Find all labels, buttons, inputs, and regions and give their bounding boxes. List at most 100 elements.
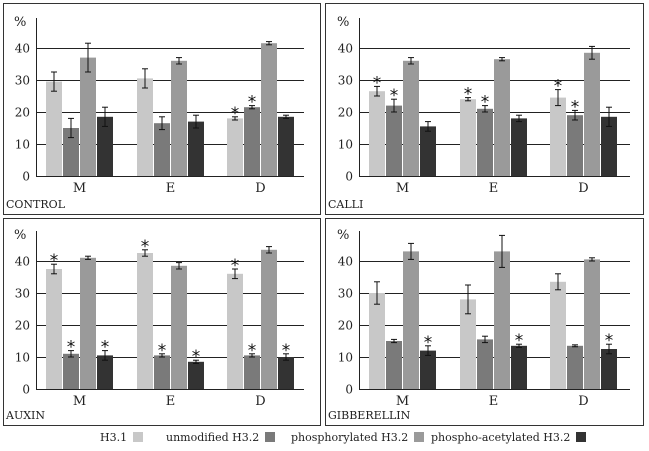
bar-auxin-d-unmodified-h3-2 — [244, 355, 260, 389]
y-axis-label: % — [14, 228, 26, 243]
x-tick-label: D — [578, 181, 588, 196]
bar-control-d-h3-1 — [227, 118, 243, 176]
legend-label-unmodified-h3-2: unmodified H3.2 — [166, 430, 260, 444]
significance-asterisk: * — [571, 97, 580, 117]
bar-gibberellin-d-phospho-acetylated-h3-2 — [601, 349, 617, 389]
significance-asterisk: * — [373, 73, 382, 93]
y-tick-label: 40 — [15, 42, 30, 56]
bar-calli-d-phospho-acetylated-h3-2 — [601, 116, 617, 176]
significance-asterisk: * — [554, 77, 563, 97]
significance-asterisk: * — [248, 93, 257, 113]
bar-auxin-d-h3-1 — [227, 273, 243, 389]
bar-calli-e-phosphorylated-h3-2 — [494, 59, 510, 177]
bar-gibberellin-m-h3-1 — [369, 293, 385, 389]
x-tick-label: E — [489, 394, 499, 409]
significance-asterisk: * — [101, 338, 110, 358]
y-tick-label: 20 — [15, 106, 30, 120]
legend-swatch-h3-1 — [133, 432, 144, 442]
bar-calli-e-phospho-acetylated-h3-2 — [511, 118, 527, 176]
bar-auxin-d-phospho-acetylated-h3-2 — [278, 357, 294, 389]
y-tick-label: 20 — [15, 319, 30, 333]
legend-label-phospho-acetylated-h3-2: phospho-acetylated H3.2 — [431, 430, 571, 444]
y-tick-label: 30 — [338, 74, 353, 88]
significance-asterisk: * — [464, 85, 473, 105]
significance-asterisk: * — [67, 338, 76, 358]
bar-control-m-h3-1 — [46, 81, 62, 176]
legend: H3.1 unmodified H3.2 phosphorylated H3.2… — [0, 426, 649, 448]
y-tick-label: 30 — [15, 287, 30, 301]
significance-asterisk: * — [50, 251, 59, 271]
panel-label: AUXIN — [5, 409, 45, 422]
panel-auxin: 0 10 20 30 40% * * * M * * * E * * * D AUXIN — [3, 218, 321, 426]
legend-swatch-unmodified-h3-2 — [265, 432, 276, 442]
panel-calli: 0 10 20 30 40% * * M * * E * * D CALLI — [325, 3, 644, 215]
bar-control-m-phospho-acetylated-h3-2 — [97, 116, 113, 176]
bar-auxin-m-unmodified-h3-2 — [63, 353, 79, 389]
significance-asterisk: * — [515, 331, 524, 351]
bar-calli-e-unmodified-h3-2 — [477, 108, 493, 176]
legend-label-h3-1: H3.1 — [100, 430, 128, 444]
bar-auxin-d-phosphorylated-h3-2 — [261, 249, 277, 389]
bar-calli-m-phospho-acetylated-h3-2 — [420, 126, 436, 176]
y-tick-label: 10 — [338, 138, 353, 152]
bar-control-m-unmodified-h3-2 — [63, 128, 79, 176]
bar-gibberellin-e-phospho-acetylated-h3-2 — [511, 345, 527, 389]
x-tick-label: E — [166, 394, 176, 409]
bar-auxin-e-phosphorylated-h3-2 — [171, 265, 187, 389]
legend-item-phospho-acetylated-h3-2: phospho-acetylated H3.2 — [431, 430, 587, 444]
legend-swatch-phosphorylated-h3-2 — [414, 432, 425, 442]
x-tick-label: M — [396, 394, 409, 409]
x-tick-label: D — [255, 181, 265, 196]
bar-auxin-m-h3-1 — [46, 269, 62, 389]
bar-control-d-unmodified-h3-2 — [244, 107, 260, 176]
y-tick-label: 40 — [338, 42, 353, 56]
x-tick-label: E — [166, 181, 176, 196]
bar-gibberellin-d-h3-1 — [550, 281, 566, 389]
bar-gibberellin-m-phosphorylated-h3-2 — [403, 251, 419, 389]
x-tick-label: M — [396, 181, 409, 196]
y-axis-label: % — [337, 15, 349, 30]
y-tick-label: 10 — [338, 351, 353, 365]
significance-asterisk: * — [481, 93, 490, 113]
bar-calli-d-phosphorylated-h3-2 — [584, 52, 600, 176]
y-tick-label: 40 — [338, 255, 353, 269]
panel-label: CONTROL — [6, 198, 66, 211]
bar-gibberellin-m-phospho-acetylated-h3-2 — [420, 350, 436, 389]
bar-control-e-h3-1 — [137, 78, 153, 176]
bar-gibberellin-m-unmodified-h3-2 — [386, 341, 402, 389]
panel-frame — [3, 218, 321, 426]
bar-calli-m-unmodified-h3-2 — [386, 105, 402, 176]
bar-auxin-e-phospho-acetylated-h3-2 — [188, 361, 204, 389]
bar-control-e-phosphorylated-h3-2 — [171, 60, 187, 176]
significance-asterisk: * — [605, 331, 614, 351]
y-tick-label: 0 — [345, 170, 353, 184]
bar-gibberellin-d-unmodified-h3-2 — [567, 345, 583, 389]
bar-calli-m-h3-1 — [369, 91, 385, 176]
bar-calli-d-h3-1 — [550, 97, 566, 176]
y-axis-label: % — [337, 228, 349, 243]
x-tick-label: D — [255, 394, 265, 409]
x-tick-label: E — [489, 181, 499, 196]
bar-gibberellin-e-h3-1 — [460, 299, 476, 389]
bar-calli-d-unmodified-h3-2 — [567, 115, 583, 176]
y-tick-label: 10 — [15, 138, 30, 152]
bar-calli-e-h3-1 — [460, 99, 476, 176]
bar-gibberellin-d-phosphorylated-h3-2 — [584, 259, 600, 389]
y-tick-label: 10 — [15, 351, 30, 365]
significance-asterisk: * — [158, 341, 167, 361]
y-axis-label: % — [14, 15, 26, 30]
significance-asterisk: * — [141, 237, 150, 257]
legend-swatch-phospho-acetylated-h3-2 — [576, 432, 587, 442]
x-tick-label: D — [578, 394, 588, 409]
panel-label: GIBBERELLIN — [328, 409, 411, 422]
legend-item-unmodified-h3-2: unmodified H3.2 — [166, 430, 276, 444]
panel-frame — [3, 3, 321, 215]
y-tick-label: 40 — [15, 255, 30, 269]
legend-item-h3-1: H3.1 — [100, 430, 144, 444]
significance-asterisk: * — [248, 341, 257, 361]
y-tick-label: 0 — [345, 383, 353, 397]
panel-frame — [325, 218, 644, 426]
bar-control-e-unmodified-h3-2 — [154, 123, 170, 176]
figure: 0 10 20 30 40% M E * * D CONTROL 0 10 20 30 40% * * M * * E * *… — [3, 3, 644, 426]
bar-control-d-phosphorylated-h3-2 — [261, 43, 277, 177]
